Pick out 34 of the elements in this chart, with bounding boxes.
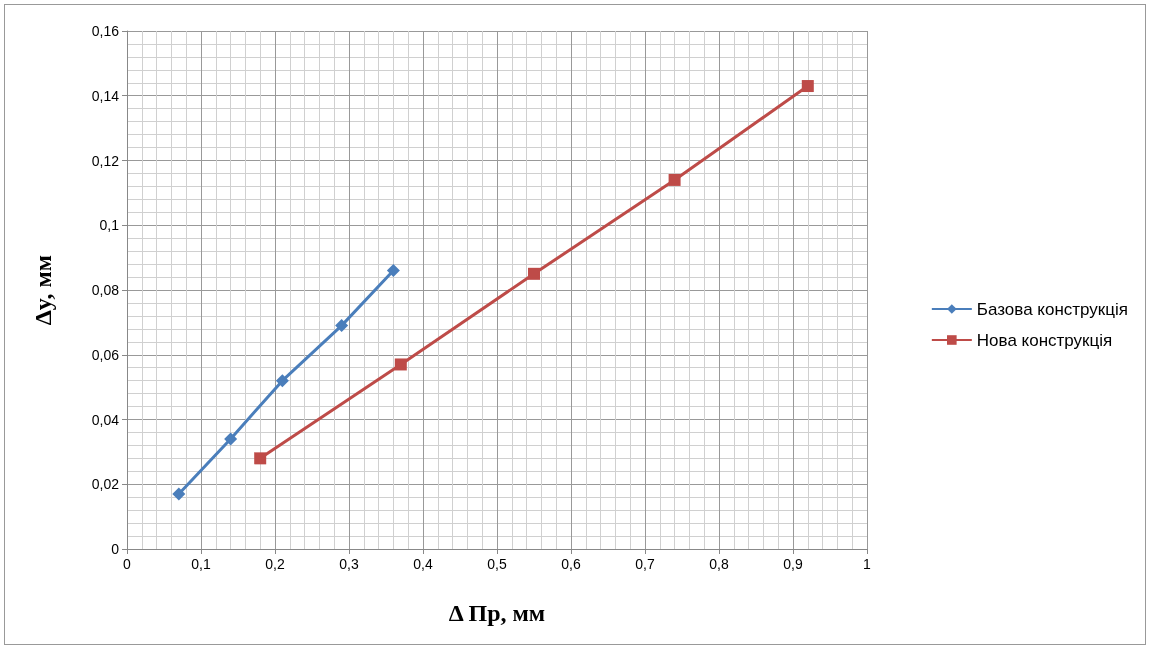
y-tick-label: 0,02: [91, 476, 120, 493]
x-tick-label: 0,6: [561, 556, 581, 572]
x-tick-label: 1: [863, 556, 872, 572]
y-tick-label: 0,1: [99, 217, 120, 234]
y-tick-label: 0,04: [91, 411, 120, 428]
point: [394, 358, 407, 371]
x-tick-label: 0,5: [487, 556, 507, 572]
y-tick-label: 0,14: [91, 87, 120, 104]
point: [275, 374, 289, 388]
x-tick-label: 0,3: [339, 556, 359, 572]
y-tick-label: 0: [111, 541, 120, 557]
point: [528, 267, 540, 280]
y-tick-label: 0,08: [91, 282, 120, 298]
legend-label: Нова конструкція: [976, 330, 1113, 350]
x-tick-label: 0,9: [783, 556, 803, 572]
point: [254, 452, 267, 465]
x-tick-label: 0: [123, 556, 132, 572]
y-axis-title: Δy, мм: [30, 254, 56, 326]
point: [386, 264, 400, 278]
point: [668, 173, 681, 186]
y-tick-label: 0,16: [91, 23, 120, 39]
y-tick-label: 0,12: [91, 152, 120, 169]
x-tick-label: 0,7: [635, 556, 655, 572]
point: [172, 487, 186, 501]
x-tick-label: 0,8: [709, 556, 729, 572]
point: [335, 319, 349, 333]
x-tick-label: 0,4: [413, 556, 433, 572]
x-tick-label: 0,2: [265, 556, 285, 572]
legend-label: Базова конструкція: [976, 299, 1129, 319]
x-tick-label: 0,1: [191, 556, 211, 572]
point: [224, 432, 238, 446]
y-tick-label: 0,06: [91, 346, 120, 363]
point: [801, 80, 814, 93]
x-axis-title: Δ Пр, мм: [448, 600, 546, 626]
